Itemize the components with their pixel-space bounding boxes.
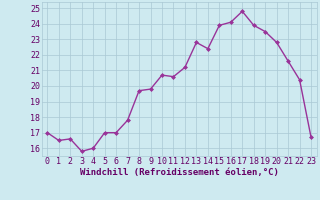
X-axis label: Windchill (Refroidissement éolien,°C): Windchill (Refroidissement éolien,°C) bbox=[80, 168, 279, 177]
